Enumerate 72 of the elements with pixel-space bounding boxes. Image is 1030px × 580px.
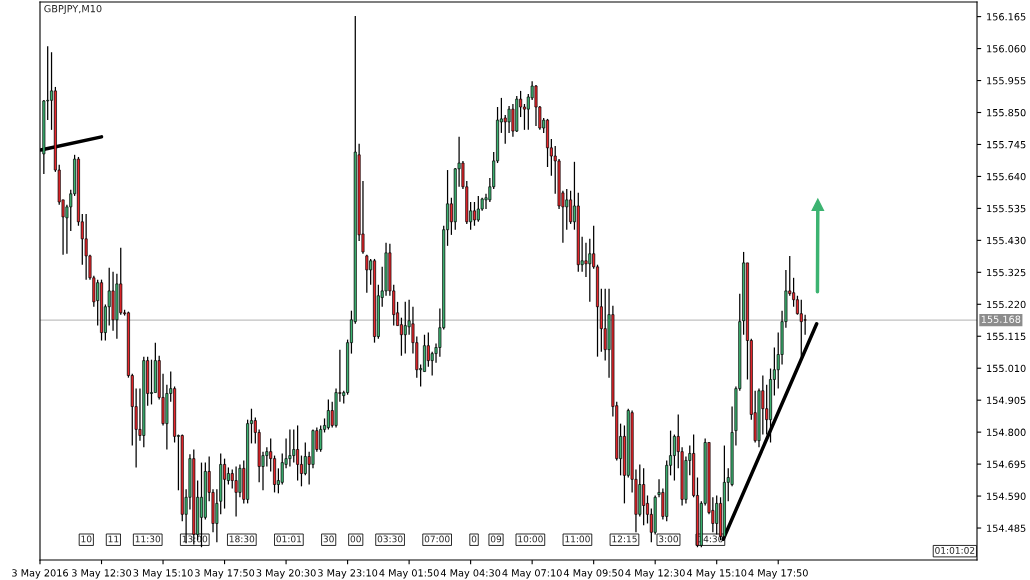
x-tick-label: 3 May 20:30	[256, 569, 316, 579]
candlestick	[150, 359, 154, 406]
y-tick-label: 155.220	[987, 300, 1026, 309]
candlestick	[223, 458, 227, 510]
annotation: 0	[471, 535, 477, 543]
x-tick-label: 3 May 17:50	[195, 569, 255, 579]
annotation: 00	[350, 535, 361, 543]
candlestick	[584, 242, 588, 278]
x-tick-label: 4 May 12:30	[625, 569, 685, 579]
candlestick	[672, 433, 676, 482]
candlestick	[422, 334, 426, 373]
annotation: 10	[81, 535, 92, 543]
y-tick-label: 155.850	[987, 108, 1026, 117]
candlestick	[365, 254, 369, 294]
y-tick-label: 155.430	[987, 236, 1026, 245]
y-tick-label: 154.590	[987, 492, 1026, 500]
candlestick	[234, 465, 238, 518]
candlestick	[476, 195, 480, 223]
x-tick-label: 3 May 15:10	[133, 569, 193, 579]
candlestick	[565, 188, 569, 231]
y-tick-label: 154.695	[987, 460, 1026, 468]
y-tick-label: 155.325	[987, 268, 1026, 277]
candlestick	[588, 238, 592, 303]
x-tick-label: 3 May 23:10	[318, 569, 378, 579]
annotation: 30	[323, 535, 334, 543]
candlestick	[296, 424, 300, 482]
annotation: 11	[108, 535, 119, 543]
candlestick	[403, 301, 407, 355]
annotation: 01:01	[276, 535, 302, 543]
candlestick	[288, 428, 292, 468]
x-tick-label: 4 May 07:10	[502, 569, 562, 579]
annotation: 03:30	[377, 535, 403, 543]
x-tick-label: 3 May 12:30	[72, 569, 132, 579]
y-tick-label: 155.640	[987, 172, 1026, 181]
annotation: 11:30	[135, 535, 161, 543]
x-tick-label: 4 May 09:50	[563, 569, 624, 579]
x-tick-label: 4 May 15:10	[686, 569, 747, 579]
x-tick-label: 4 May 17:50	[748, 569, 808, 579]
candlestick	[642, 467, 646, 526]
candlestick	[472, 201, 476, 227]
annotation: 01:01:02	[935, 546, 975, 554]
candlestick	[603, 288, 607, 362]
x-tick-label: 4 May 04:30	[440, 569, 501, 579]
y-tick-label: 154.485	[987, 524, 1026, 532]
x-tick-label: 4 May 01:50	[379, 569, 439, 579]
y-tick-label: 156.060	[987, 45, 1026, 53]
y-tick-label: 154.905	[987, 396, 1026, 405]
candlestick	[326, 398, 330, 431]
y-tick-label: 155.010	[987, 364, 1026, 373]
y-tick-label: 156.165	[987, 13, 1026, 21]
annotation: 18:30	[229, 535, 255, 543]
candlestick	[803, 314, 807, 336]
candlestick	[426, 331, 430, 368]
candlestick	[292, 428, 296, 464]
candlestick	[84, 213, 88, 281]
annotation: 07:00	[424, 535, 450, 543]
ref-line-label: 155.168	[981, 315, 1021, 323]
y-tick-label: 154.800	[987, 428, 1026, 436]
y-tick-label: 155.535	[987, 204, 1026, 213]
annotation: 10:00	[518, 535, 543, 543]
candlestick	[569, 190, 573, 225]
x-tick-label: 3 May 2016	[12, 569, 68, 579]
y-tick-label: 155.745	[987, 141, 1026, 149]
candlestick	[319, 424, 323, 453]
annotation: 12:15	[612, 535, 637, 543]
candlestick	[534, 84, 538, 127]
annotation: 09	[490, 535, 502, 543]
annotation: 11:00	[565, 535, 590, 543]
chart-title: GBPJPY,M10	[44, 4, 102, 15]
y-tick-label: 155.115	[987, 332, 1026, 341]
annotation: 3:00	[659, 535, 679, 543]
y-tick-label: 155.955	[987, 77, 1026, 85]
